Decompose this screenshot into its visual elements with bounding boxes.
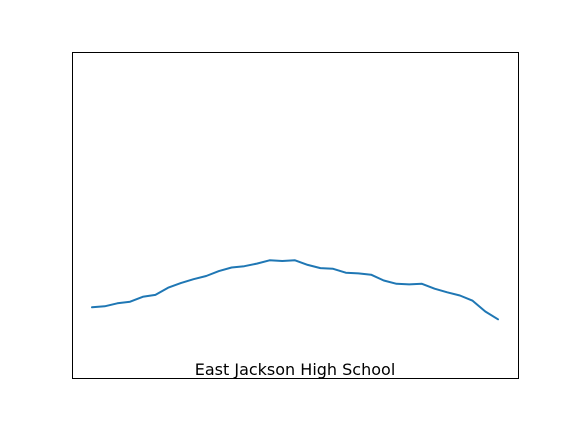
series-layer — [91, 259, 499, 321]
series-line-0 — [91, 259, 499, 321]
plot-frame — [72, 52, 519, 379]
chart-title: East Jackson High School — [195, 360, 396, 379]
